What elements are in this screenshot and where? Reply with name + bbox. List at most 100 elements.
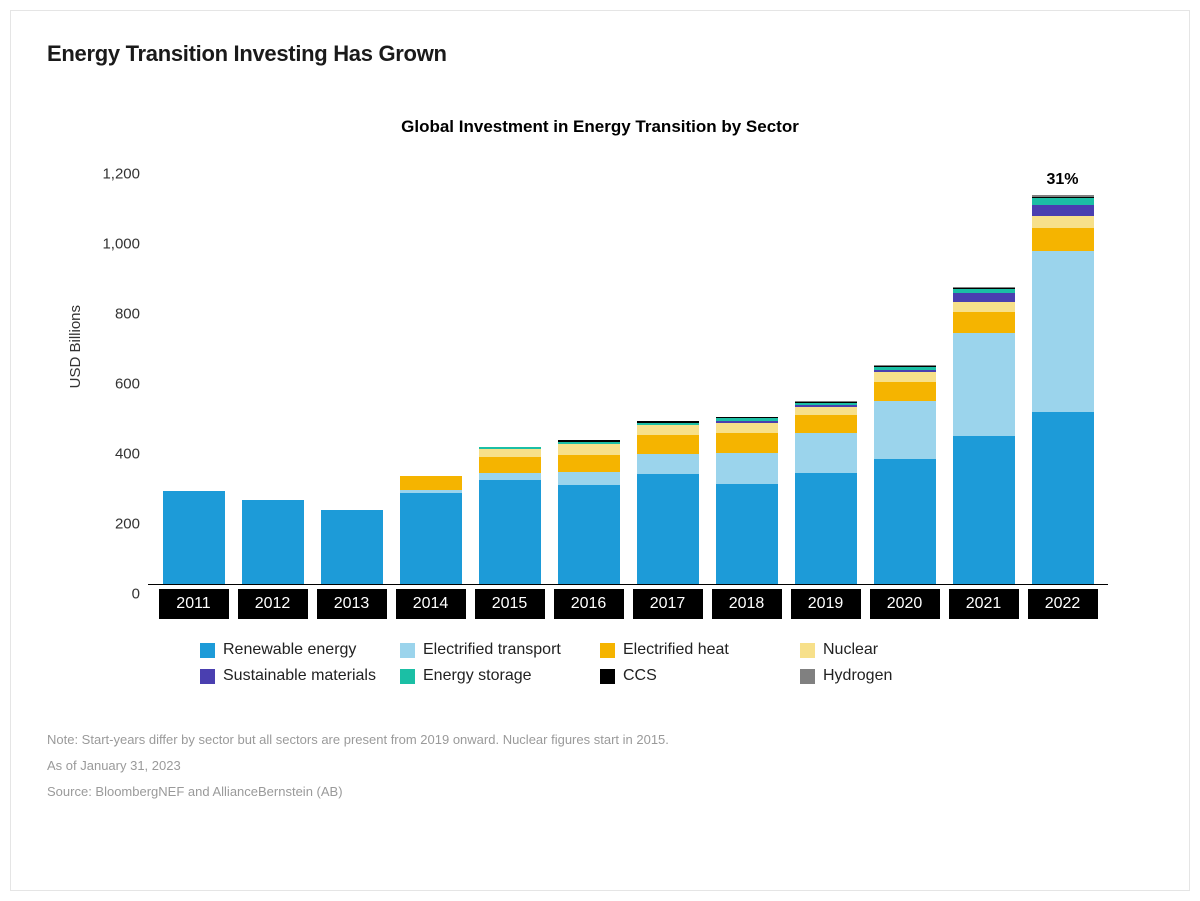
- bar-column: [716, 417, 778, 585]
- bar-segment-storage: [1032, 198, 1094, 205]
- bar-segment-etransport: [637, 454, 699, 473]
- legend-swatch: [800, 643, 815, 658]
- x-tick: 2021: [949, 589, 1019, 619]
- bar-segment-nuclear: [1032, 216, 1094, 228]
- legend-item-hydrogen: Hydrogen: [800, 667, 1000, 685]
- y-tick: 1,200: [84, 166, 140, 183]
- bar-segment-eheat: [479, 457, 541, 473]
- bar-segment-renewable: [953, 436, 1015, 585]
- bar-segment-etransport: [874, 401, 936, 459]
- footnote-source: Source: BloombergNEF and AllianceBernste…: [47, 779, 1153, 805]
- x-tick: 2015: [475, 589, 545, 619]
- bar-segment-etransport: [479, 473, 541, 480]
- bar-segment-nuclear: [716, 423, 778, 434]
- bar-segment-eheat: [795, 415, 857, 433]
- bar-column: [163, 491, 225, 585]
- bar-segment-sustainable: [1032, 205, 1094, 216]
- bar-segment-renewable: [795, 473, 857, 585]
- bar-segment-sustainable: [953, 293, 1015, 302]
- x-tick: 2022: [1028, 589, 1098, 619]
- bar-segment-renewable: [400, 493, 462, 585]
- x-axis-line: [148, 584, 1108, 585]
- bar-segment-eheat: [716, 433, 778, 452]
- legend-label: Sustainable materials: [223, 667, 376, 685]
- x-tick: 2020: [870, 589, 940, 619]
- bar-segment-renewable: [874, 459, 936, 585]
- bar-segment-renewable: [716, 484, 778, 585]
- bar-segment-etransport: [953, 333, 1015, 436]
- legend-item-sustainable: Sustainable materials: [200, 667, 400, 685]
- legend-item-ccs: CCS: [600, 667, 800, 685]
- legend-item-nuclear: Nuclear: [800, 641, 1000, 659]
- legend-swatch: [600, 669, 615, 684]
- bar-column: 31%: [1032, 195, 1094, 585]
- bar-segment-etransport: [795, 433, 857, 473]
- bar-segment-renewable: [321, 510, 383, 585]
- bar-segment-eheat: [637, 435, 699, 454]
- bar-segment-etransport: [716, 453, 778, 485]
- x-tick: 2017: [633, 589, 703, 619]
- bar-segment-eheat: [874, 382, 936, 401]
- chart-card: Energy Transition Investing Has Grown Gl…: [10, 10, 1190, 891]
- legend-item-renewable: Renewable energy: [200, 641, 400, 659]
- bar-segment-nuclear: [953, 302, 1015, 313]
- legend-label: Energy storage: [423, 667, 532, 685]
- bars-container: 31%: [148, 165, 1108, 585]
- x-tick: 2019: [791, 589, 861, 619]
- bar-segment-nuclear: [637, 425, 699, 436]
- y-tick: 800: [84, 306, 140, 323]
- bar-segment-renewable: [242, 500, 304, 585]
- legend-item-storage: Energy storage: [400, 667, 600, 685]
- chart-subtitle: Global Investment in Energy Transition b…: [47, 117, 1153, 137]
- x-tick: 2012: [238, 589, 308, 619]
- footnote-asof: As of January 31, 2023: [47, 753, 1153, 779]
- legend: Renewable energyElectrified transportEle…: [200, 641, 1000, 685]
- bar-column: [953, 287, 1015, 585]
- y-tick: 0: [84, 586, 140, 603]
- bar-segment-nuclear: [558, 444, 620, 455]
- bar-segment-eheat: [953, 312, 1015, 333]
- bar-column: [321, 510, 383, 585]
- x-tick: 2014: [396, 589, 466, 619]
- x-tick: 2011: [159, 589, 229, 619]
- legend-label: Nuclear: [823, 641, 878, 659]
- legend-swatch: [200, 643, 215, 658]
- legend-label: Renewable energy: [223, 641, 356, 659]
- legend-swatch: [600, 643, 615, 658]
- bar-annotation: 31%: [1032, 171, 1094, 189]
- grid-area: 02004006008001,0001,200 31%: [148, 165, 1108, 585]
- bar-segment-renewable: [637, 474, 699, 585]
- bar-column: [874, 365, 936, 585]
- x-tick: 2016: [554, 589, 624, 619]
- bar-segment-renewable: [479, 480, 541, 585]
- bar-column: [242, 500, 304, 585]
- legend-label: Hydrogen: [823, 667, 892, 685]
- bar-segment-etransport: [1032, 251, 1094, 412]
- plot-area: 02004006008001,0001,200 31% 2011 2012 2013…: [148, 165, 1108, 619]
- bar-segment-eheat: [558, 455, 620, 473]
- legend-swatch: [200, 669, 215, 684]
- y-axis-label: USD Billions: [67, 305, 84, 388]
- legend-swatch: [800, 669, 815, 684]
- bar-segment-renewable: [558, 485, 620, 585]
- y-tick: 400: [84, 446, 140, 463]
- legend-label: Electrified heat: [623, 641, 729, 659]
- bar-segment-nuclear: [795, 407, 857, 416]
- footnote-note: Note: Start-years differ by sector but a…: [47, 727, 1153, 753]
- bar-segment-nuclear: [874, 372, 936, 383]
- bar-segment-nuclear: [479, 449, 541, 458]
- chart-area: USD Billions 02004006008001,0001,200 31%…: [67, 165, 1153, 619]
- legend-item-eheat: Electrified heat: [600, 641, 800, 659]
- x-tick: 2013: [317, 589, 387, 619]
- main-title: Energy Transition Investing Has Grown: [47, 41, 1153, 67]
- bar-segment-eheat: [1032, 228, 1094, 251]
- bar-segment-renewable: [163, 491, 225, 585]
- x-axis-labels: 2011201220132014201520162017201820192020…: [148, 589, 1108, 619]
- bar-column: [400, 476, 462, 585]
- bar-column: [795, 401, 857, 585]
- footnotes: Note: Start-years differ by sector but a…: [47, 727, 1153, 805]
- legend-swatch: [400, 669, 415, 684]
- bar-segment-eheat: [400, 476, 462, 490]
- bar-segment-renewable: [1032, 412, 1094, 585]
- y-tick: 1,000: [84, 236, 140, 253]
